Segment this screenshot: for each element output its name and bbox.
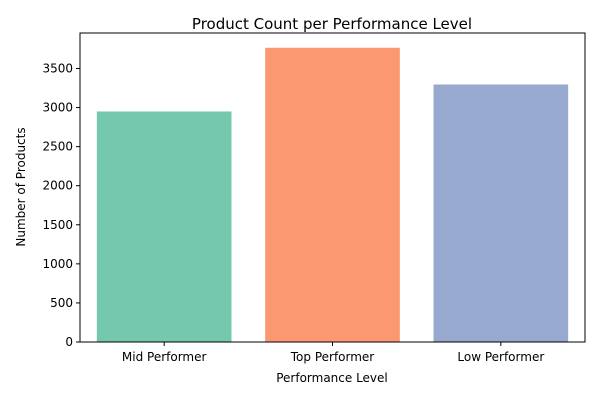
x-tick-label: Mid Performer [122, 350, 207, 364]
x-axis-ticks: Mid Performer Top Performer Low Performer [122, 342, 544, 364]
chart-title: Product Count per Performance Level [192, 15, 472, 33]
plot-frame [79, 32, 586, 343]
y-axis-label: Number of Products [14, 127, 28, 246]
x-tick-label: Low Performer [457, 350, 544, 364]
y-tick-label: 0 [65, 335, 73, 349]
y-tick-label: 2500 [42, 140, 73, 154]
bar-low-performer [433, 84, 569, 342]
y-tick-label: 3500 [42, 61, 73, 75]
y-tick-label: 1500 [42, 218, 73, 232]
y-tick-label: 2000 [42, 179, 73, 193]
y-tick-label: 1000 [42, 257, 73, 271]
bars-group [96, 47, 569, 342]
y-tick-label: 500 [50, 296, 73, 310]
y-tick-label: 3000 [42, 101, 73, 115]
x-axis-label: Performance Level [276, 371, 388, 385]
y-axis-ticks: 0 500 1000 1500 2000 2500 3000 3500 [42, 61, 80, 349]
bar-mid-performer [96, 111, 232, 342]
bar-top-performer [265, 47, 400, 342]
x-tick-label: Top Performer [290, 350, 375, 364]
